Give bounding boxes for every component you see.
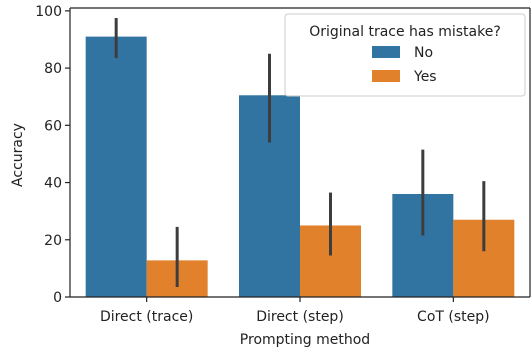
legend-title: Original trace has mistake? [309, 24, 501, 40]
bar [85, 36, 147, 297]
x-tick-label: CoT (step) [417, 309, 490, 325]
y-tick-label: 20 [44, 233, 62, 249]
legend-items: No Yes [372, 45, 437, 85]
x-ticks-layer: Direct (trace) Direct (step) CoT (step) [100, 297, 490, 325]
x-tick-label: Direct (trace) [100, 309, 193, 325]
y-tick-label: 80 [44, 61, 62, 77]
legend-swatch [372, 46, 400, 58]
legend: Original trace has mistake? No Yes [284, 13, 526, 97]
y-tick-label: 60 [44, 118, 62, 134]
legend-swatch [372, 70, 400, 82]
y-tick-label: 100 [35, 4, 62, 20]
y-axis-title: Accuracy [10, 123, 26, 187]
y-tick-label: 40 [44, 176, 62, 192]
x-tick-label: Direct (step) [256, 309, 344, 325]
legend-box [284, 13, 526, 97]
legend-label: Yes [413, 69, 437, 85]
y-ticks-layer: 0 20 40 60 80 100 [35, 4, 70, 306]
bars-layer [85, 36, 515, 297]
legend-label: No [414, 45, 433, 61]
x-axis-title: Prompting method [240, 332, 370, 348]
error-bars-layer [114, 18, 486, 287]
y-tick-label: 0 [53, 290, 62, 306]
